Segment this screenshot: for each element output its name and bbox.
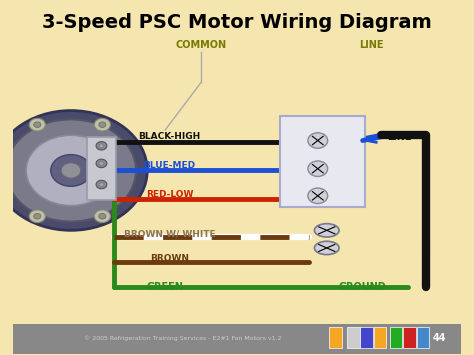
Bar [417, 327, 429, 348]
Circle shape [96, 142, 107, 150]
Circle shape [29, 118, 46, 131]
Circle shape [61, 163, 81, 178]
Text: RED-LOW: RED-LOW [146, 190, 193, 199]
Ellipse shape [314, 224, 339, 237]
Text: GROUND: GROUND [339, 282, 386, 293]
Circle shape [34, 122, 41, 127]
Circle shape [99, 213, 106, 219]
Circle shape [94, 210, 110, 223]
Ellipse shape [314, 241, 339, 255]
Circle shape [34, 213, 41, 219]
Text: 3-Speed PSC Motor Wiring Diagram: 3-Speed PSC Motor Wiring Diagram [42, 13, 432, 32]
Circle shape [51, 155, 91, 186]
Bar [329, 327, 342, 348]
Text: BLUE-MED: BLUE-MED [144, 161, 196, 170]
Circle shape [96, 180, 107, 189]
Text: GREEN: GREEN [147, 282, 183, 293]
Bar [360, 327, 373, 348]
Circle shape [6, 119, 136, 222]
Bar [374, 327, 386, 348]
Text: BLACK-HIGH: BLACK-HIGH [138, 132, 201, 142]
Circle shape [99, 183, 104, 186]
Bar [390, 327, 402, 348]
Bar [403, 327, 416, 348]
FancyBboxPatch shape [87, 137, 116, 200]
FancyBboxPatch shape [17, 26, 457, 333]
Circle shape [26, 135, 116, 206]
Circle shape [99, 162, 104, 165]
Circle shape [29, 210, 46, 223]
Circle shape [308, 161, 328, 176]
Circle shape [94, 118, 110, 131]
Text: LINE: LINE [359, 40, 384, 50]
Text: COMMON: COMMON [175, 40, 227, 50]
Circle shape [99, 144, 104, 148]
Circle shape [96, 159, 107, 168]
Circle shape [99, 122, 106, 127]
Circle shape [308, 133, 328, 148]
Text: BROWN W/ WHITE: BROWN W/ WHITE [124, 229, 216, 238]
Circle shape [0, 110, 147, 230]
FancyBboxPatch shape [280, 116, 365, 207]
Text: 44: 44 [432, 333, 446, 343]
Text: © 2005 Refrigeration Training Services - E2#1 Fan Motors v1.2: © 2005 Refrigeration Training Services -… [84, 335, 282, 340]
Text: BROWN: BROWN [150, 254, 189, 263]
Bar [347, 327, 359, 348]
Circle shape [308, 188, 328, 203]
Text: LINE: LINE [387, 132, 412, 142]
Bar [13, 324, 461, 354]
